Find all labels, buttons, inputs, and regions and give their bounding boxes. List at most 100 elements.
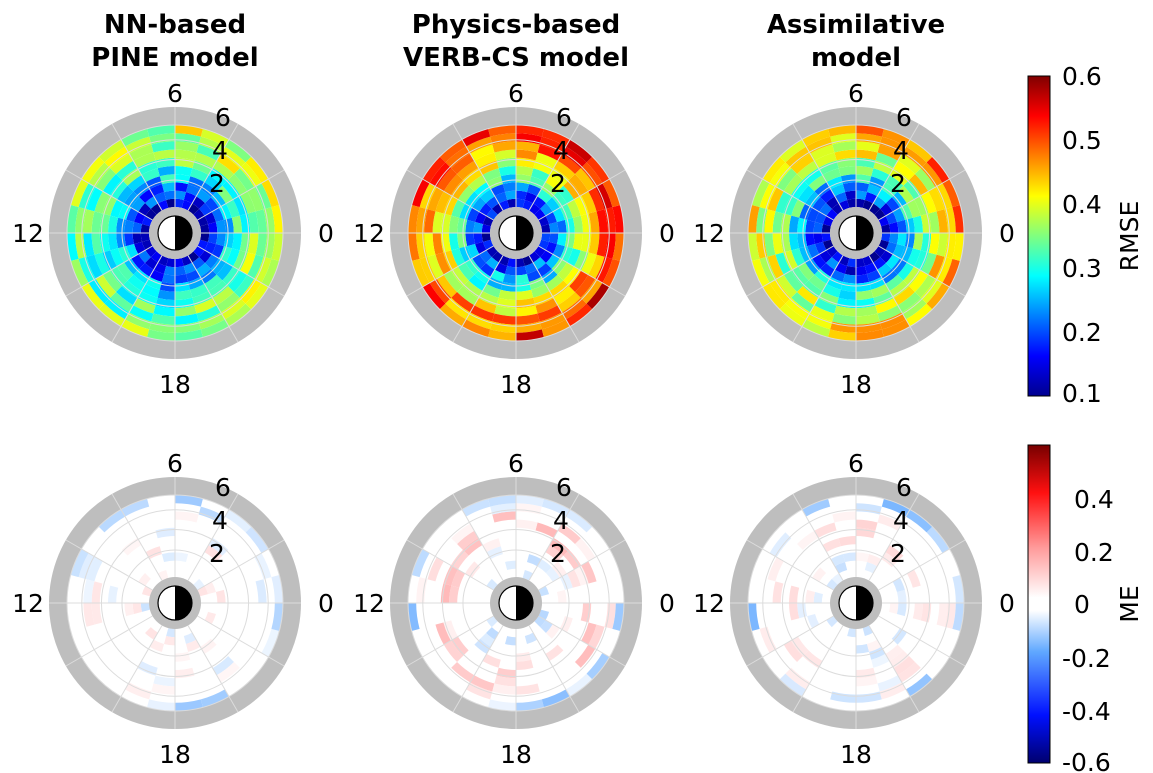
heat-cell bbox=[569, 174, 589, 196]
heat-cell bbox=[208, 167, 229, 186]
heat-cell bbox=[864, 562, 878, 574]
heat-cell bbox=[516, 683, 540, 695]
heat-cell bbox=[580, 162, 603, 188]
heat-cell bbox=[545, 624, 560, 639]
heat-cell bbox=[802, 498, 831, 517]
heat-cell bbox=[856, 174, 872, 185]
heat-cell bbox=[840, 281, 856, 292]
heat-cell bbox=[810, 305, 835, 322]
heat-cell bbox=[581, 622, 597, 645]
grid-spoke bbox=[406, 169, 494, 221]
heat-cell bbox=[893, 286, 915, 306]
heat-cell bbox=[826, 257, 839, 270]
heat-cell bbox=[153, 192, 167, 204]
heat-cell bbox=[797, 262, 815, 281]
heat-cell bbox=[204, 211, 216, 225]
heat-cell bbox=[443, 640, 463, 662]
mlt-tick-label: 18 bbox=[840, 740, 872, 769]
heat-cell bbox=[153, 305, 175, 317]
grid-spoke bbox=[111, 255, 163, 343]
heat-cell bbox=[153, 262, 167, 274]
heat-cell bbox=[905, 139, 933, 163]
heat-cell bbox=[124, 603, 135, 617]
heat-cell bbox=[797, 233, 808, 249]
column-title-2: Physics-based VERB-CS model bbox=[403, 10, 629, 73]
heat-cell bbox=[149, 269, 165, 282]
heat-cell bbox=[815, 211, 827, 225]
heat-cell bbox=[838, 289, 856, 300]
heat-cell bbox=[183, 632, 197, 644]
heat-cell bbox=[856, 141, 880, 153]
cb-me-tick: -0.6 bbox=[1062, 748, 1111, 773]
heat-cell bbox=[94, 252, 110, 275]
mlt-tick-label: 18 bbox=[159, 740, 191, 769]
heat-cell bbox=[537, 144, 562, 161]
heat-cell bbox=[183, 262, 197, 274]
heat-cell bbox=[482, 653, 501, 668]
heat-cell bbox=[212, 286, 234, 306]
heat-cell bbox=[212, 160, 234, 180]
heat-cell bbox=[842, 552, 856, 563]
grid-spoke bbox=[197, 615, 285, 667]
grid-spoke bbox=[452, 625, 504, 713]
heat-cell bbox=[408, 233, 420, 261]
heat-cell bbox=[526, 184, 542, 197]
heat-cell bbox=[194, 152, 217, 168]
heat-cell bbox=[539, 136, 566, 154]
grid-spoke bbox=[878, 615, 966, 667]
heat-cell bbox=[225, 199, 240, 218]
heat-cell bbox=[776, 274, 798, 298]
heat-cell bbox=[769, 532, 792, 558]
heat-cell bbox=[153, 675, 175, 687]
heat-cell bbox=[541, 689, 570, 708]
title-line1: NN-based bbox=[104, 10, 246, 40]
heat-cell bbox=[906, 569, 921, 588]
heat-cell bbox=[856, 289, 874, 300]
heat-cell bbox=[928, 254, 945, 279]
heat-cell bbox=[889, 603, 899, 614]
heat-cell bbox=[474, 298, 497, 314]
heat-cell bbox=[109, 266, 128, 287]
heat-cell bbox=[889, 233, 899, 244]
grid-spoke bbox=[868, 123, 920, 211]
heat-cell bbox=[465, 258, 481, 275]
heat-cell bbox=[830, 269, 846, 282]
heat-cell bbox=[222, 179, 241, 200]
heat-cell bbox=[408, 205, 420, 233]
heat-cell bbox=[507, 258, 516, 268]
heat-cell bbox=[901, 297, 927, 320]
grid-spoke bbox=[452, 255, 504, 343]
title-line1: Physics-based bbox=[412, 10, 620, 40]
heat-cell bbox=[462, 537, 483, 556]
heat-cell bbox=[813, 233, 823, 244]
heat-cell bbox=[164, 266, 175, 276]
heat-cell bbox=[474, 182, 491, 198]
heat-cell bbox=[936, 603, 948, 627]
heat-cell bbox=[457, 160, 479, 180]
heat-cell bbox=[200, 233, 210, 242]
heat-cell bbox=[783, 250, 798, 271]
heat-cell bbox=[462, 280, 483, 299]
heat-cell bbox=[856, 190, 867, 200]
heat-cell bbox=[140, 233, 150, 242]
heat-cell bbox=[121, 128, 150, 147]
l-tick-label: 2 bbox=[550, 539, 566, 568]
heat-cell bbox=[196, 144, 221, 161]
heat-cell bbox=[834, 562, 848, 574]
heat-cell bbox=[492, 683, 516, 695]
heat-cell bbox=[216, 185, 234, 204]
heat-cell bbox=[138, 573, 151, 586]
heat-cell bbox=[451, 291, 475, 313]
heat-cell bbox=[488, 495, 516, 507]
heat-cell bbox=[465, 191, 481, 208]
heat-cell bbox=[545, 241, 557, 255]
heat-cell bbox=[877, 675, 902, 692]
heat-cell bbox=[271, 575, 283, 603]
heat-cell bbox=[516, 182, 530, 193]
grid-spoke bbox=[65, 245, 153, 297]
heat-cell bbox=[507, 198, 516, 208]
heat-cell bbox=[535, 152, 558, 168]
heat-cell bbox=[482, 283, 501, 298]
heat-cell bbox=[541, 498, 570, 517]
